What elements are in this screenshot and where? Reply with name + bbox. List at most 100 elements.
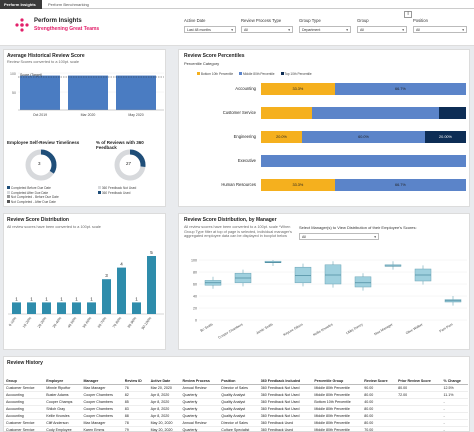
x-tick-label: Oct 2019 <box>33 113 47 117</box>
manager-selector-label: Select Manager(s) to View Distribution o… <box>299 225 417 230</box>
table-row[interactable]: Accounting Cooper Champs Cooper Chambers 85… <box>4 398 468 406</box>
percentile-category-label: Percentile Category <box>184 61 220 66</box>
distribution-bar[interactable] <box>117 267 126 314</box>
table-cell: Max Manager <box>81 384 123 392</box>
percentile-bar-middle[interactable] <box>312 107 440 119</box>
column-header[interactable]: Group <box>4 376 45 385</box>
table-cell: 80.00 <box>396 384 442 392</box>
percentile-row-label: Human Resources <box>221 182 256 187</box>
table-cell: 360 Feedback Not Used <box>258 412 313 420</box>
bar-value-label: 1 <box>135 296 138 301</box>
table-cell: Quality Analyst <box>219 405 259 413</box>
percentile-bar-bottom[interactable] <box>261 107 313 119</box>
filter-review-process-label: Review Process Type <box>241 18 282 23</box>
manager-box[interactable] <box>354 276 372 288</box>
manager-tick-label: Cooper Chambers <box>218 322 244 339</box>
manager-box[interactable] <box>324 264 342 285</box>
table-cell: - <box>441 412 468 420</box>
percentile-row-label: Engineering <box>233 134 256 139</box>
tab-perform-insights[interactable]: Perform Insights <box>0 0 42 9</box>
manager-box[interactable] <box>264 260 282 263</box>
column-header[interactable]: Review Process <box>180 376 220 385</box>
filter-group-type-select[interactable]: Department ▾ <box>299 26 351 33</box>
column-header[interactable]: Review ID <box>122 376 149 385</box>
distribution-bar[interactable] <box>147 256 156 314</box>
distribution-bar[interactable] <box>42 302 51 314</box>
table-cell: May 20, 2020 <box>148 426 181 432</box>
table-row[interactable]: Accounting Kellie Knowles Cooper Chambers 8… <box>4 412 468 420</box>
column-header[interactable]: 360 Feedback Included <box>258 376 313 385</box>
percentile-bar-top[interactable] <box>439 107 466 119</box>
percentile-bar-bottom[interactable]: 33.3% <box>261 83 335 95</box>
avg-score-bar[interactable] <box>20 75 60 110</box>
y-tick-label: 100 <box>10 72 16 76</box>
column-header[interactable]: Active Date <box>148 376 181 385</box>
table-row[interactable]: Customer Service Minnie Ripoftor Max Manag… <box>4 384 468 392</box>
table-cell: 72.00 <box>396 391 442 399</box>
table-row[interactable]: Accounting Shiloh Gray Cooper Chambers 83 Ap… <box>4 405 468 413</box>
distribution-bar[interactable] <box>12 302 21 314</box>
table-cell: 40.00 <box>362 398 397 406</box>
column-header[interactable]: Prior Review Score <box>396 376 442 385</box>
filter-group-label: Group <box>357 18 369 23</box>
percentile-bar-bottom[interactable]: 20.0% <box>261 131 302 143</box>
distribution-bar[interactable] <box>87 302 96 314</box>
table-row[interactable]: Customer Service Cody Employee Karen Emms 7… <box>4 426 468 432</box>
avg-score-bar[interactable] <box>68 75 108 110</box>
percentile-bar-middle[interactable] <box>261 155 466 167</box>
percentile-bar-middle[interactable]: 60.0% <box>302 131 425 143</box>
column-header[interactable]: Manager <box>81 376 123 385</box>
percentile-bar-middle[interactable]: 66.7% <box>334 179 466 191</box>
table-cell: Quarterly <box>180 412 220 420</box>
avg-score-bar[interactable] <box>116 75 156 110</box>
filter-group-select[interactable]: All ▾ <box>357 26 407 33</box>
manager-tick-label: Libby Davey <box>345 322 363 335</box>
brand-subtitle: Strengthening Great Teams <box>34 26 100 32</box>
y-tick-label: 40 <box>193 294 197 298</box>
legend-item: Not Completed - After Due Date <box>7 199 59 205</box>
info-icon[interactable]: i <box>404 11 412 18</box>
legend-item: Completed After Due Date <box>7 190 59 196</box>
table-cell: Annual Review <box>180 419 220 427</box>
chevron-down-icon: ▾ <box>288 28 290 32</box>
table-row[interactable]: Customer Service Cliff Anderson Max Manage… <box>4 419 468 427</box>
distribution-bar[interactable] <box>57 302 66 314</box>
table-row[interactable]: Accounting Buster Adams Cooper Chambers 82 A… <box>4 391 468 399</box>
x-tick-label: May 2020 <box>128 113 143 117</box>
distribution-bar[interactable] <box>27 302 36 314</box>
table-cell: Culture Specialist <box>219 426 259 432</box>
column-header[interactable]: % Change <box>441 376 468 385</box>
table-cell: Quality Analyst <box>219 412 259 420</box>
column-header[interactable]: Position <box>219 376 259 385</box>
column-header[interactable]: Employee <box>44 376 82 385</box>
distribution-bar[interactable] <box>132 302 141 314</box>
filter-review-process-select[interactable]: All ▾ <box>241 26 293 33</box>
filter-position-select[interactable]: All ▾ <box>413 26 467 33</box>
percentile-bar-middle[interactable]: 66.7% <box>334 83 466 95</box>
x-tick-label: 60-70% <box>97 316 108 329</box>
column-header[interactable]: Percentile Group <box>312 376 363 385</box>
manager-select[interactable]: All ▾ <box>299 233 379 240</box>
feedback360-donut <box>114 149 146 181</box>
distribution-card: Review Score Distribution All review sco… <box>3 213 166 350</box>
distribution-bar[interactable] <box>72 302 81 314</box>
tab-perform-benchmarking[interactable]: Perform Benchmarking <box>48 2 89 7</box>
table-cell: Cooper Chambers <box>81 412 123 420</box>
manager-box[interactable] <box>294 266 312 284</box>
manager-tick-label: Jamie Smith <box>255 322 273 335</box>
table-cell <box>396 398 442 406</box>
feedback360-legend: 360 Feedback Not Used 360 Feedback Used <box>98 186 136 195</box>
percentile-bar-top[interactable]: 20.00% <box>425 131 466 143</box>
column-header[interactable]: Review Score <box>362 376 397 385</box>
percentile-bar-bottom[interactable]: 33.3% <box>261 179 335 191</box>
legend-item: Top 10th Percentile <box>280 72 312 76</box>
distribution-bar[interactable] <box>102 279 111 314</box>
table-cell: 80.00 <box>362 419 397 427</box>
x-tick-label: 0-10% <box>8 316 18 327</box>
manager-tick-label: Kaycee Gilson <box>283 322 304 336</box>
filter-active-date-select[interactable]: Last 48 months ▾ <box>184 26 236 33</box>
legend-item: Completed Before Due Date <box>7 186 59 191</box>
table-cell: Customer Service <box>4 419 45 427</box>
percentile-row-label: Executive <box>237 158 256 163</box>
bar-value-label: 1 <box>30 296 33 301</box>
